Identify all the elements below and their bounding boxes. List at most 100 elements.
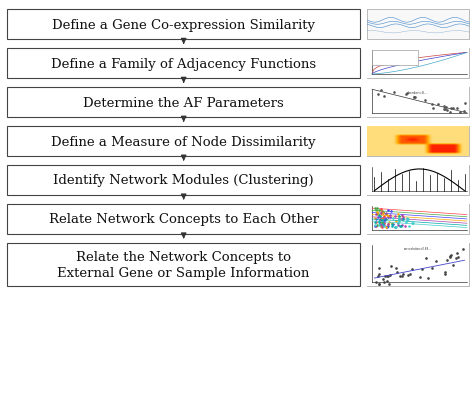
Point <box>378 223 385 230</box>
Point <box>394 223 401 229</box>
Point <box>385 219 392 226</box>
Point <box>376 218 384 225</box>
Point <box>372 222 379 228</box>
Point <box>395 213 403 219</box>
FancyBboxPatch shape <box>367 166 469 195</box>
Point <box>380 280 387 286</box>
Point <box>377 210 385 217</box>
Point <box>384 207 392 214</box>
Point <box>402 91 410 98</box>
Point <box>406 223 413 230</box>
FancyBboxPatch shape <box>367 127 469 157</box>
Point <box>398 216 406 223</box>
Point <box>387 208 394 215</box>
FancyBboxPatch shape <box>367 10 469 40</box>
Point <box>396 273 404 280</box>
Point <box>382 211 390 217</box>
Point <box>416 274 424 280</box>
FancyBboxPatch shape <box>367 243 469 287</box>
Point <box>383 224 391 231</box>
Point <box>371 220 379 226</box>
Point <box>411 95 419 102</box>
FancyBboxPatch shape <box>7 166 360 195</box>
Text: cor=relation=0.88...: cor=relation=0.88... <box>404 247 432 251</box>
Point <box>392 265 400 272</box>
Point <box>389 223 396 230</box>
Point <box>385 281 393 288</box>
Point <box>382 216 390 223</box>
Point <box>394 220 402 227</box>
Point <box>422 255 430 261</box>
FancyBboxPatch shape <box>7 88 360 118</box>
Point <box>391 214 399 220</box>
Point <box>447 105 455 112</box>
Text: Relate the Network Concepts to
External Gene or Sample Information: Relate the Network Concepts to External … <box>57 250 310 280</box>
Point <box>375 271 383 278</box>
Point <box>384 221 392 228</box>
Point <box>432 258 439 265</box>
Point <box>418 266 426 273</box>
Point <box>381 216 389 222</box>
Point <box>372 211 380 218</box>
Point <box>377 216 385 223</box>
Point <box>449 262 457 268</box>
Point <box>375 218 383 225</box>
FancyBboxPatch shape <box>367 88 469 118</box>
FancyBboxPatch shape <box>367 49 469 79</box>
Point <box>377 211 385 217</box>
Point <box>395 214 403 221</box>
Point <box>375 212 383 219</box>
FancyBboxPatch shape <box>367 243 469 287</box>
Point <box>402 220 410 226</box>
Point <box>440 106 448 113</box>
Point <box>379 215 387 222</box>
Point <box>383 211 390 218</box>
Point <box>443 107 450 114</box>
Text: Relate Network Concepts to Each Other: Relate Network Concepts to Each Other <box>49 213 319 226</box>
Point <box>450 105 457 112</box>
Point <box>390 89 397 96</box>
Point <box>374 209 381 216</box>
FancyBboxPatch shape <box>7 243 360 287</box>
Point <box>453 105 461 112</box>
Point <box>447 253 454 260</box>
Point <box>372 207 380 214</box>
FancyBboxPatch shape <box>367 166 469 195</box>
Text: border=0...: border=0... <box>408 91 428 95</box>
Point <box>442 107 449 113</box>
Point <box>378 216 385 223</box>
Point <box>379 210 387 216</box>
Point <box>386 272 394 278</box>
Point <box>378 219 386 226</box>
Point <box>428 265 436 271</box>
Point <box>375 266 383 272</box>
Point <box>371 206 379 212</box>
Point <box>399 216 407 223</box>
Point <box>374 211 382 218</box>
FancyBboxPatch shape <box>367 204 469 234</box>
Point <box>371 216 379 222</box>
Point <box>384 223 392 230</box>
Point <box>410 220 417 227</box>
Point <box>393 269 401 276</box>
Point <box>399 273 406 279</box>
Point <box>392 224 399 231</box>
Point <box>383 278 391 284</box>
Point <box>428 101 436 108</box>
Point <box>374 91 382 97</box>
Point <box>375 222 383 229</box>
Point <box>400 214 407 221</box>
Point <box>408 266 416 273</box>
Point <box>441 271 448 278</box>
Text: Determine the AF Parameters: Determine the AF Parameters <box>83 96 284 109</box>
Point <box>395 221 402 227</box>
Point <box>380 218 387 225</box>
Point <box>404 272 412 278</box>
Point <box>401 223 409 230</box>
Point <box>403 91 411 97</box>
Point <box>403 216 410 222</box>
Point <box>372 223 379 230</box>
Point <box>384 214 392 221</box>
FancyBboxPatch shape <box>7 10 360 40</box>
Point <box>377 222 385 229</box>
